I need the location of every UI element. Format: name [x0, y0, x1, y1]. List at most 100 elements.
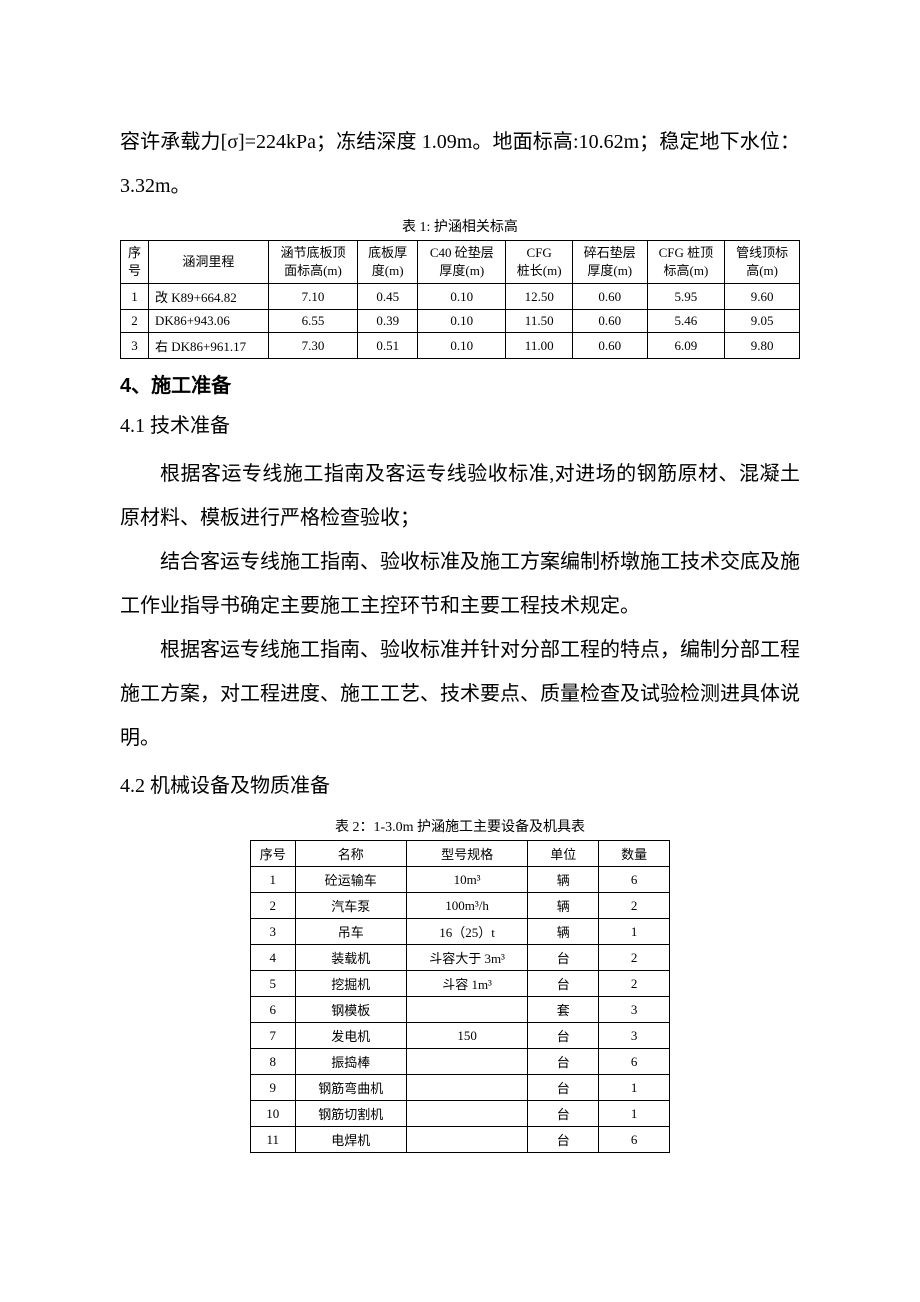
t1-h6: CFG桩长(m)	[506, 241, 572, 284]
cell: 汽车泵	[295, 893, 406, 919]
cell: 7.30	[268, 333, 358, 359]
cell: 0.39	[358, 310, 418, 333]
cell	[406, 1075, 527, 1101]
cell: 5	[251, 971, 296, 997]
cell: 1	[599, 1075, 670, 1101]
cell: 0.60	[572, 284, 647, 310]
cell: 1	[121, 284, 149, 310]
table-row: 8振捣棒 台6	[251, 1049, 670, 1075]
cell: 台	[528, 1023, 599, 1049]
cell: 5.46	[647, 310, 725, 333]
t1-h1: 序号	[121, 241, 149, 284]
table-row: 1 改 K89+664.82 7.10 0.45 0.10 12.50 0.60…	[121, 284, 800, 310]
table1-header: 序号 涵洞里程 涵节底板顶面标高(m) 底板厚度(m) C40 砼垫层厚度(m)…	[121, 241, 800, 284]
cell: 7	[251, 1023, 296, 1049]
table-row: 3吊车16（25）t辆1	[251, 919, 670, 945]
table1: 序号 涵洞里程 涵节底板顶面标高(m) 底板厚度(m) C40 砼垫层厚度(m)…	[120, 240, 800, 359]
section41-p3: 根据客运专线施工指南、验收标准并针对分部工程的特点，编制分部工程施工方案，对工程…	[120, 628, 800, 760]
cell: 斗容 1m³	[406, 971, 527, 997]
t1-h9: 管线顶标高(m)	[725, 241, 800, 284]
cell: 10	[251, 1101, 296, 1127]
table-row: 7发电机150台3	[251, 1023, 670, 1049]
cell: 台	[528, 1127, 599, 1153]
cell	[406, 1101, 527, 1127]
cell: 砼运输车	[295, 867, 406, 893]
cell	[406, 1049, 527, 1075]
cell: 电焊机	[295, 1127, 406, 1153]
cell: 6.09	[647, 333, 725, 359]
table-row: 1砼运输车10m³辆6	[251, 867, 670, 893]
cell: 4	[251, 945, 296, 971]
cell: 斗容大于 3m³	[406, 945, 527, 971]
section42-heading: 4.2 机械设备及物质准备	[120, 764, 800, 808]
cell: 右 DK86+961.17	[149, 333, 269, 359]
cell: 钢筋切割机	[295, 1101, 406, 1127]
cell: 改 K89+664.82	[149, 284, 269, 310]
t1-h4: 底板厚度(m)	[358, 241, 418, 284]
cell: 0.10	[418, 284, 506, 310]
cell: 2	[599, 893, 670, 919]
t1-h2: 涵洞里程	[149, 241, 269, 284]
cell: 5.95	[647, 284, 725, 310]
intro-paragraph: 容许承载力[σ]=224kPa；冻结深度 1.09m。地面标高:10.62m；稳…	[120, 120, 800, 208]
cell: 6	[599, 1049, 670, 1075]
cell: 11	[251, 1127, 296, 1153]
cell: 振捣棒	[295, 1049, 406, 1075]
cell: 2	[251, 893, 296, 919]
cell: 9	[251, 1075, 296, 1101]
t2-h4: 单位	[528, 841, 599, 867]
cell: 挖掘机	[295, 971, 406, 997]
cell: 16（25）t	[406, 919, 527, 945]
cell: DK86+943.06	[149, 310, 269, 333]
table2-header: 序号 名称 型号规格 单位 数量	[251, 841, 670, 867]
cell: 3	[251, 919, 296, 945]
section4-heading: 4、施工准备	[120, 369, 800, 398]
section41-p1: 根据客运专线施工指南及客运专线验收标准,对进场的钢筋原材、混凝土原材料、模板进行…	[120, 452, 800, 540]
cell: 10m³	[406, 867, 527, 893]
table-row: 5挖掘机斗容 1m³台2	[251, 971, 670, 997]
t2-h5: 数量	[599, 841, 670, 867]
table2-caption: 表 2：1-3.0m 护涵施工主要设备及机具表	[120, 816, 800, 836]
cell: 辆	[528, 867, 599, 893]
cell	[406, 997, 527, 1023]
cell: 3	[121, 333, 149, 359]
cell: 钢筋弯曲机	[295, 1075, 406, 1101]
cell: 套	[528, 997, 599, 1023]
cell: 1	[599, 1101, 670, 1127]
cell: 6.55	[268, 310, 358, 333]
cell: 0.10	[418, 333, 506, 359]
cell: 6	[599, 1127, 670, 1153]
section41-heading: 4.1 技术准备	[120, 404, 800, 448]
cell: 装载机	[295, 945, 406, 971]
cell: 台	[528, 971, 599, 997]
t1-h3: 涵节底板顶面标高(m)	[268, 241, 358, 284]
table-row: 10钢筋切割机 台1	[251, 1101, 670, 1127]
cell: 1	[599, 919, 670, 945]
section41-p2: 结合客运专线施工指南、验收标准及施工方案编制桥墩施工技术交底及施工作业指导书确定…	[120, 540, 800, 628]
cell: 11.50	[506, 310, 572, 333]
cell: 9.05	[725, 310, 800, 333]
cell: 150	[406, 1023, 527, 1049]
cell: 6	[251, 997, 296, 1023]
table-row: 2 DK86+943.06 6.55 0.39 0.10 11.50 0.60 …	[121, 310, 800, 333]
t2-h3: 型号规格	[406, 841, 527, 867]
cell: 3	[599, 997, 670, 1023]
table-row: 4装载机斗容大于 3m³台2	[251, 945, 670, 971]
cell: 0.51	[358, 333, 418, 359]
cell: 7.10	[268, 284, 358, 310]
table-row: 6钢模板套3	[251, 997, 670, 1023]
cell: 台	[528, 1101, 599, 1127]
cell: 辆	[528, 893, 599, 919]
table2: 序号 名称 型号规格 单位 数量 1砼运输车10m³辆6 2汽车泵100m³/h…	[250, 840, 670, 1153]
table1-caption: 表 1: 护涵相关标高	[120, 216, 800, 236]
cell: 8	[251, 1049, 296, 1075]
cell: 台	[528, 1049, 599, 1075]
cell: 11.00	[506, 333, 572, 359]
cell: 2	[599, 971, 670, 997]
cell: 辆	[528, 919, 599, 945]
table-row: 11电焊机 台6	[251, 1127, 670, 1153]
table-row: 3 右 DK86+961.17 7.30 0.51 0.10 11.00 0.6…	[121, 333, 800, 359]
cell: 9.60	[725, 284, 800, 310]
cell: 9.80	[725, 333, 800, 359]
cell: 0.60	[572, 333, 647, 359]
